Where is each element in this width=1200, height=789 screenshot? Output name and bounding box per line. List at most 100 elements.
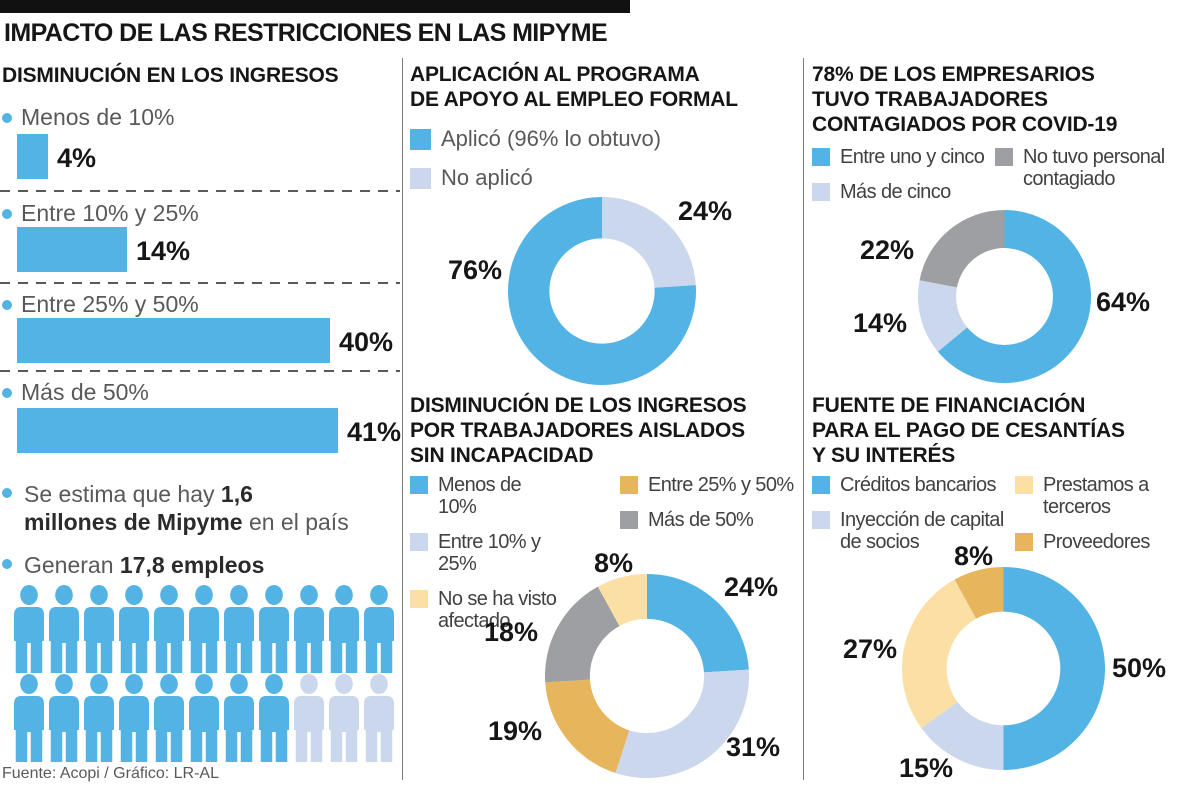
- bar-menos-10: [17, 134, 48, 179]
- fact-empleos: Generan 17,8 empleos: [2, 551, 350, 579]
- legend-item: No tuvo personal contagiado: [995, 146, 1183, 190]
- bar-category-label: Más de 50%: [2, 379, 149, 406]
- bullet-icon: [2, 113, 12, 123]
- donut-label: 27%: [843, 634, 898, 664]
- people-row: [14, 674, 394, 762]
- legend-chip: [812, 476, 830, 494]
- person-icon: [84, 585, 114, 673]
- legend-item: Entre 10% y 25%: [410, 531, 558, 575]
- column-divider: [803, 58, 804, 780]
- donut-slice: [918, 280, 968, 352]
- legend-chip: [812, 511, 830, 529]
- legend-chip: [410, 590, 428, 608]
- legend-item: Proveedores: [1015, 531, 1200, 553]
- legend-chip: [1015, 476, 1033, 494]
- donut-label: 18%: [484, 617, 539, 647]
- person-icon: [259, 674, 289, 762]
- person-icon: [119, 585, 149, 673]
- donut-slice: [597, 574, 647, 626]
- people-row: [14, 585, 394, 673]
- dashed-divider: [0, 190, 400, 192]
- person-icon: [49, 674, 79, 762]
- legend-financiacion-col2: Prestamos a terceros Proveedores: [1015, 474, 1200, 566]
- dashed-divider: [0, 282, 400, 284]
- section-title-ingresos: DISMINUCIÓN EN LOS INGRESOS: [2, 64, 339, 87]
- donut-label: 50%: [1112, 653, 1167, 683]
- person-icon: [259, 585, 289, 673]
- legend-chip: [812, 183, 830, 201]
- bullet-icon: [2, 300, 12, 310]
- legend-item: Más de cinco: [812, 181, 984, 203]
- donut-label: 14%: [853, 308, 908, 338]
- legend-item: Entre 25% y 50%: [620, 474, 794, 496]
- donut-slice: [545, 586, 620, 683]
- legend-covid-col2: No tuvo personal contagiado: [995, 146, 1183, 203]
- bar-category-label: Entre 25% y 50%: [2, 291, 199, 318]
- people-pictogram: [14, 585, 394, 763]
- donut-slice: [954, 567, 1004, 619]
- person-icon: [119, 674, 149, 762]
- person-icon: [329, 585, 359, 673]
- bar-value-label: 40%: [339, 327, 394, 357]
- legend-item: No aplicó: [410, 165, 661, 191]
- legend-chip: [995, 148, 1013, 166]
- donut-label: 24%: [724, 572, 779, 602]
- bar-value-label: 41%: [347, 417, 402, 447]
- donut-slice: [902, 579, 977, 729]
- person-icon: [294, 585, 324, 673]
- donut-slice: [919, 210, 1005, 288]
- bar-category-label: Menos de 10%: [2, 104, 174, 131]
- person-icon: [364, 674, 394, 762]
- legend-item: Inyección de capital de socios: [812, 509, 1015, 553]
- person-icon: [14, 585, 44, 673]
- person-icon: [84, 674, 114, 762]
- donut-label: 31%: [726, 732, 781, 762]
- fact-mipyme-count: Se estima que hay 1,6 millones de Mipyme…: [2, 480, 350, 536]
- legend-chip: [410, 129, 431, 150]
- legend-covid-col1: Entre uno y cinco Más de cinco: [812, 146, 985, 216]
- donut-label: 22%: [860, 235, 915, 265]
- legend-item: Menos de 10%: [410, 474, 558, 518]
- legend-chip: [410, 476, 428, 494]
- person-icon: [294, 674, 324, 762]
- person-icon: [224, 674, 254, 762]
- legend-item: Prestamos a terceros: [1015, 474, 1200, 518]
- legend-item: Aplicó (96% lo obtuvo): [410, 126, 661, 152]
- bar-value-label: 14%: [136, 236, 191, 266]
- person-icon: [49, 585, 79, 673]
- donut-label: 64%: [1096, 287, 1151, 317]
- donut-label: 8%: [594, 548, 634, 578]
- legend-item: Créditos bancarios: [812, 474, 1015, 496]
- donut-slice: [921, 701, 1004, 770]
- column-divider: [402, 58, 403, 780]
- bullet-icon: [2, 488, 12, 498]
- bullet-icon: [2, 209, 12, 219]
- donut-slice: [508, 197, 696, 385]
- bar-category-label: Entre 10% y 25%: [2, 200, 199, 227]
- person-icon: [189, 674, 219, 762]
- legend-aislados-col1: Menos de 10% Entre 10% y 25% No se ha vi…: [410, 474, 558, 645]
- donut-slice: [1003, 567, 1105, 770]
- donut-label: 24%: [678, 196, 733, 226]
- legend-chip: [812, 148, 830, 166]
- legend-chip: [620, 476, 638, 494]
- legend-item: Entre uno y cinco: [812, 146, 985, 168]
- donut-label: 19%: [488, 716, 543, 746]
- donut-label: 76%: [448, 255, 503, 285]
- legend-item: No se ha visto afectado: [410, 588, 558, 632]
- section-title-aislados: DISMINUCIÓN DE LOS INGRESOS POR TRABAJAD…: [410, 394, 747, 467]
- donut-chart-apoyo: [508, 197, 696, 385]
- header-accent-bar: [0, 0, 630, 13]
- person-icon: [364, 585, 394, 673]
- person-icon: [189, 585, 219, 673]
- dashed-divider: [0, 370, 400, 372]
- section-title-financiacion: FUENTE DE FINANCIACIÓN PARA EL PAGO DE C…: [812, 394, 1125, 467]
- donut-slice: [647, 574, 749, 673]
- person-icon: [329, 674, 359, 762]
- donut-slice: [545, 679, 630, 774]
- bar-mas-50: [17, 408, 338, 453]
- person-icon: [14, 674, 44, 762]
- bullet-icon: [2, 388, 12, 398]
- person-icon: [154, 674, 184, 762]
- source-credit: Fuente: Acopi / Gráfico: LR-AL: [2, 765, 219, 782]
